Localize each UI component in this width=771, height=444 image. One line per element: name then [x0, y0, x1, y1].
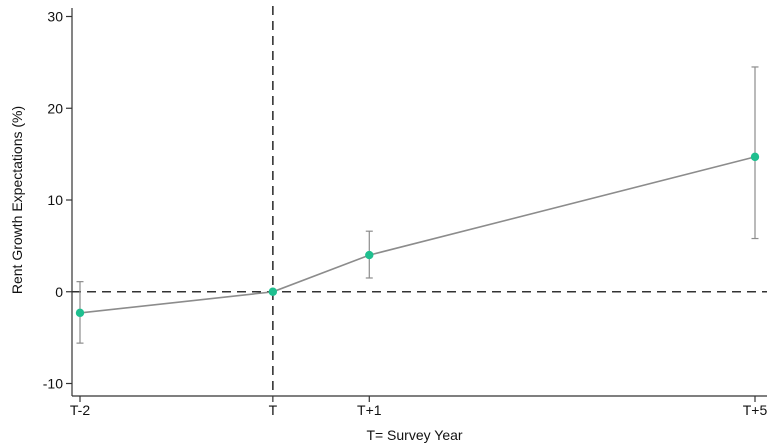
axes	[71, 8, 767, 397]
data-points	[75, 152, 760, 318]
reference-lines	[72, 6, 767, 396]
series-lines	[79, 156, 756, 314]
data-point	[75, 308, 85, 318]
series-line	[79, 156, 756, 314]
y-axis-title: Rent Growth Expectations (%)	[9, 106, 25, 294]
x-tick-label: T+5	[743, 402, 768, 418]
x-tick-label: T+1	[357, 402, 382, 418]
y-tick-label: -10	[43, 376, 63, 392]
y-tick-label: 10	[47, 192, 63, 208]
y-tick-label: 0	[55, 284, 63, 300]
x-tick-label: T-2	[70, 402, 90, 418]
data-point	[365, 250, 374, 260]
x-axis-title: T= Survey Year	[366, 427, 462, 443]
y-tick-label: 30	[47, 9, 63, 25]
data-point	[750, 152, 760, 162]
data-point	[268, 287, 278, 296]
x-tick-label: T	[269, 402, 278, 418]
ticks: -10 0 10 20 30 T-2 T T+1 T+5	[43, 9, 768, 419]
y-tick-label: 20	[47, 100, 63, 116]
